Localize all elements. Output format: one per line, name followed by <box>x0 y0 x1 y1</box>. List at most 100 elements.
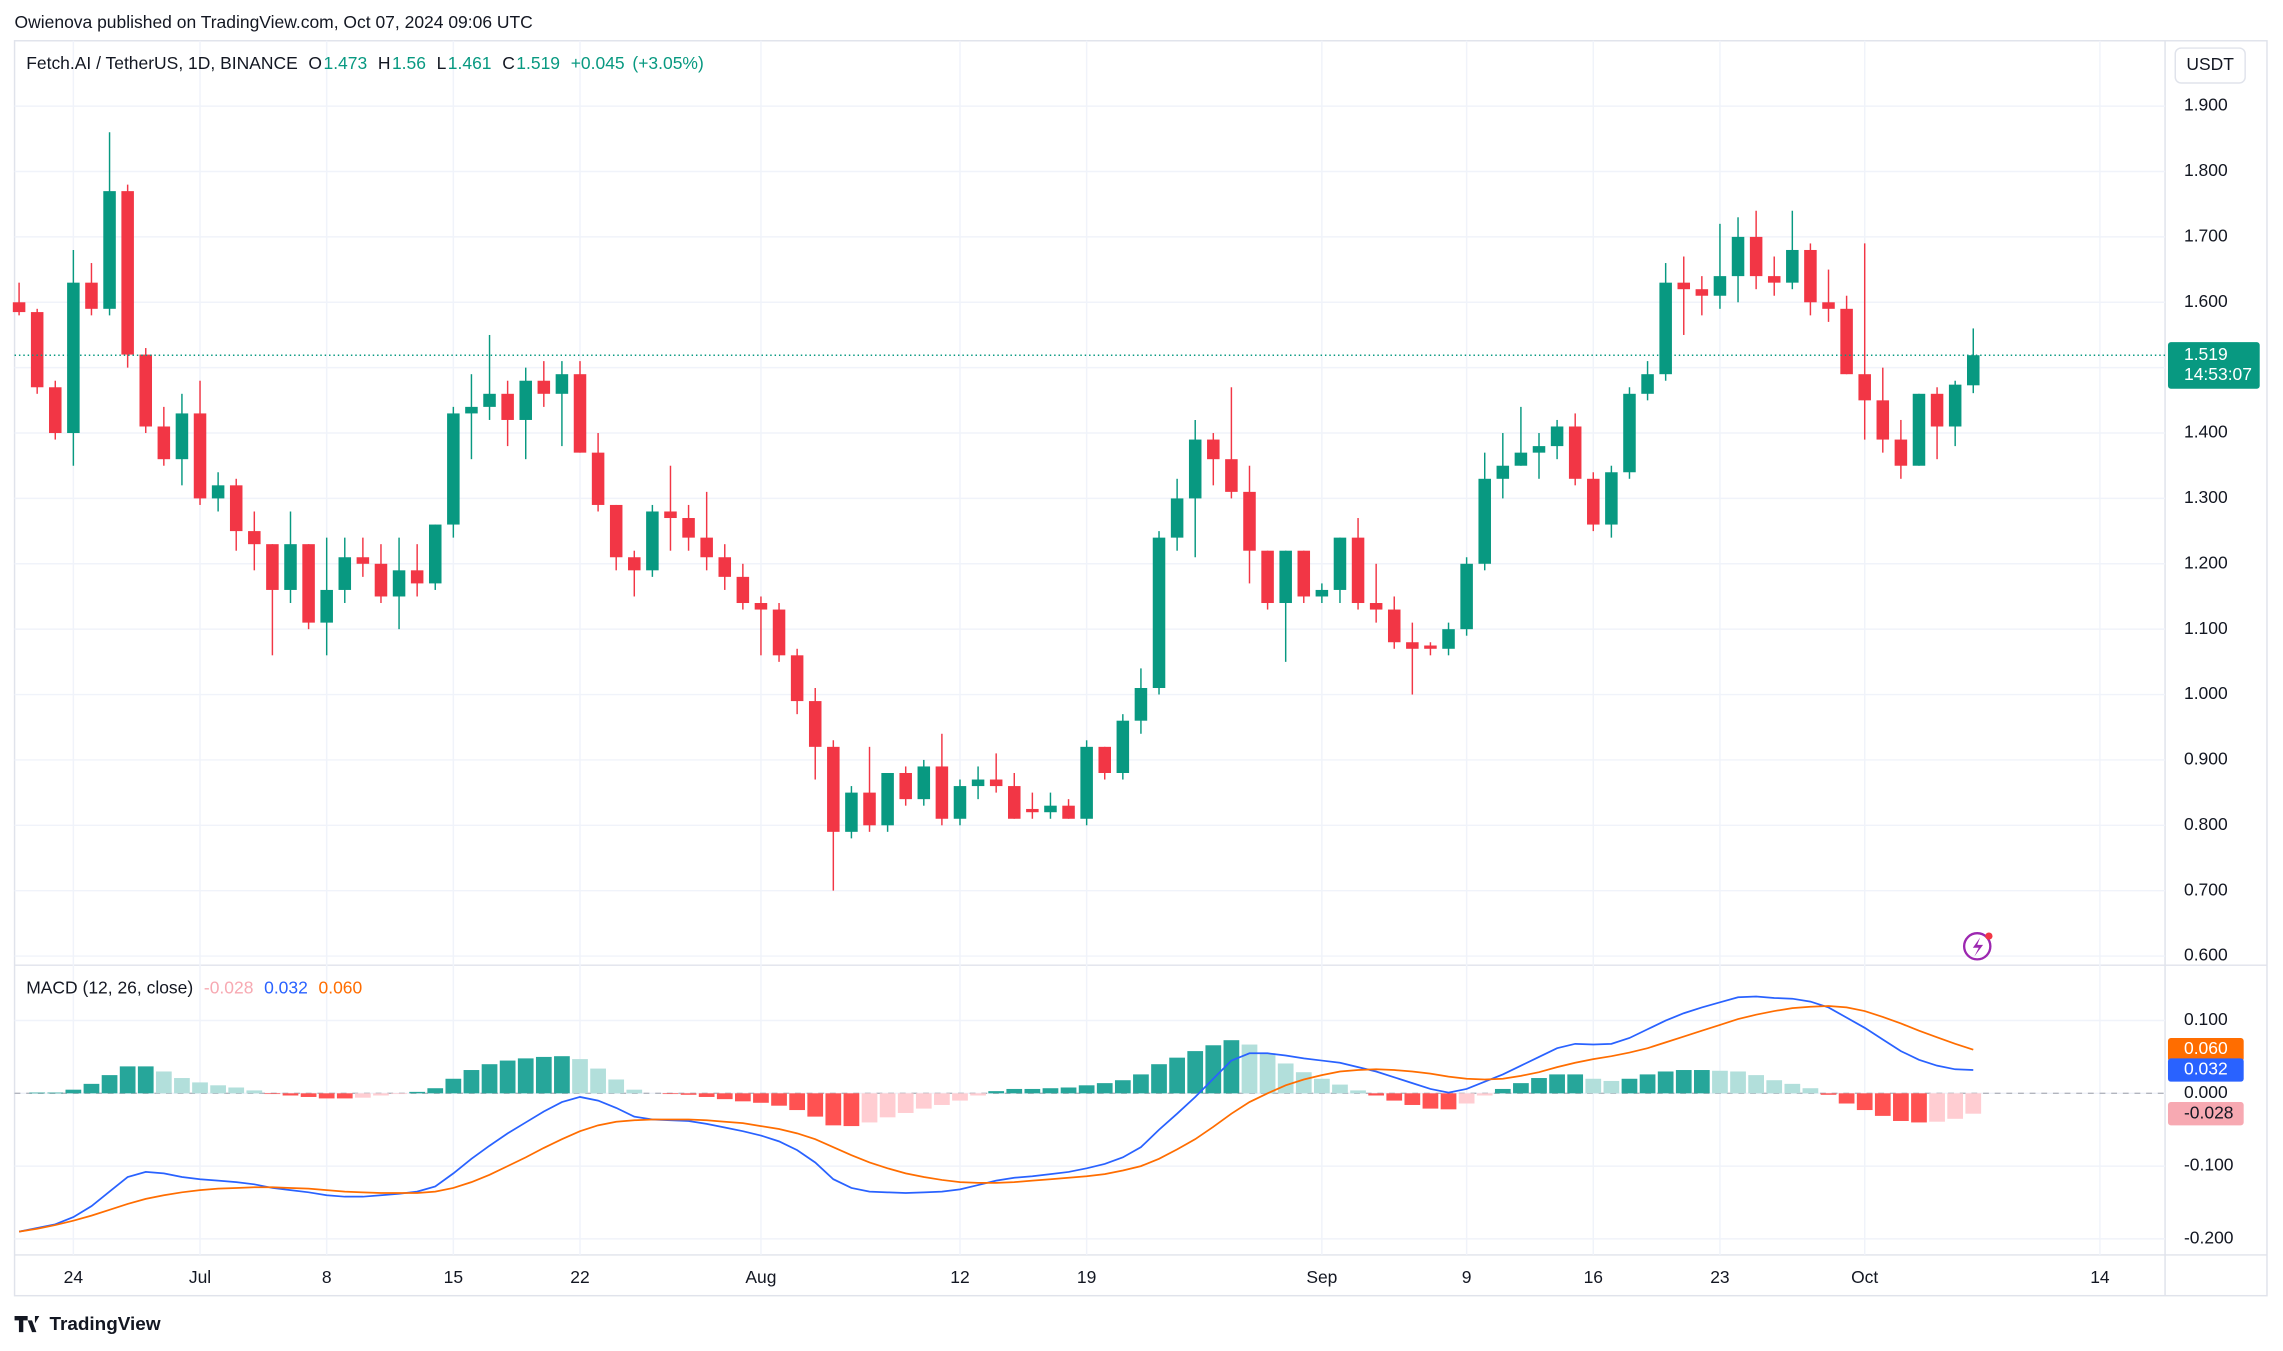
x-tick-label: 23 <box>1710 1267 1729 1287</box>
candle-body <box>1767 276 1781 283</box>
histogram-bar <box>391 1093 407 1095</box>
candle-body <box>374 563 388 597</box>
currency-button[interactable] <box>2174 47 2246 84</box>
histogram-bar <box>590 1068 606 1094</box>
candle-body <box>410 570 424 584</box>
brand-logo <box>14 1316 40 1333</box>
candle-body <box>338 557 352 590</box>
x-tick-label: Sep <box>1306 1267 1337 1287</box>
candle-body <box>1261 550 1274 604</box>
candle-body <box>1749 236 1763 277</box>
alert-dot[interactable] <box>1985 932 1993 940</box>
candle-body <box>356 557 370 564</box>
candle-body <box>664 511 677 519</box>
y-tick-label: 1.200 <box>2184 552 2228 572</box>
histogram-bar <box>1422 1093 1439 1109</box>
histogram-bar <box>517 1058 534 1094</box>
histogram-bar <box>1314 1078 1330 1094</box>
candle-body <box>1948 384 1962 427</box>
signal-value-box-label: 0.060 <box>2184 1038 2228 1058</box>
x-tick-label: Jul <box>189 1267 211 1287</box>
candle-body <box>1062 805 1075 819</box>
histogram-bar <box>1585 1078 1602 1094</box>
brand-name: TradingView <box>50 1314 161 1335</box>
candle-body <box>1858 374 1871 401</box>
macd-line <box>18 995 1974 1233</box>
histogram-bar <box>1639 1074 1656 1094</box>
histogram-bar <box>1404 1093 1421 1105</box>
histogram-bar <box>409 1091 426 1094</box>
histogram-bar <box>1929 1093 1945 1122</box>
legend-label: L <box>437 53 447 73</box>
candle-body <box>1478 478 1491 564</box>
candle-body <box>1424 645 1437 649</box>
candle-body <box>12 302 26 313</box>
histogram-bar <box>463 1070 480 1094</box>
last-price-label: 1.519 <box>2184 344 2228 364</box>
candle-body <box>211 485 225 499</box>
histogram-bar <box>1856 1093 1873 1111</box>
candle-body <box>1713 276 1727 296</box>
candle-body <box>1044 805 1057 813</box>
y-tick-label: 0.800 <box>2184 814 2228 834</box>
x-tick-label: Aug <box>745 1267 776 1287</box>
histogram-bar <box>626 1089 643 1094</box>
currency-label[interactable]: USDT <box>2186 54 2234 74</box>
histogram-bar <box>1078 1085 1095 1094</box>
histogram-bar <box>1603 1080 1620 1094</box>
histogram-bar <box>47 1092 64 1094</box>
y-tick-label: 0.100 <box>2184 1009 2228 1029</box>
histogram-bar <box>1657 1071 1674 1094</box>
candle-body <box>1912 393 1926 466</box>
histogram-bar <box>734 1093 751 1102</box>
legend-close: 1.519 <box>516 53 560 73</box>
histogram-bar <box>29 1092 46 1094</box>
candle-body <box>827 746 840 832</box>
histogram-bar <box>1169 1057 1185 1094</box>
histogram-bar <box>300 1093 317 1097</box>
histogram-bar <box>572 1059 588 1094</box>
alert-ring[interactable] <box>1962 932 1992 961</box>
y-tick-label: 1.800 <box>2184 160 2228 180</box>
candle-body <box>157 426 171 460</box>
histogram-bar <box>1494 1088 1511 1094</box>
histogram-bar <box>1567 1074 1584 1094</box>
candle-body <box>1406 642 1419 649</box>
histogram-bar <box>1114 1080 1131 1094</box>
candle-body <box>1894 439 1908 466</box>
histogram-bar <box>1205 1045 1222 1094</box>
candle-body <box>1822 302 1835 309</box>
candle-body <box>392 570 406 597</box>
candle-body <box>989 779 1003 787</box>
candle-body <box>320 589 333 623</box>
histogram-bar <box>1024 1088 1041 1094</box>
histogram-bar <box>934 1093 950 1105</box>
candle-body <box>1496 465 1510 479</box>
publisher-line: Owienova published on TradingView.com, O… <box>15 12 533 32</box>
alert-bolt[interactable] <box>1972 937 1984 957</box>
candle-body <box>935 766 949 819</box>
histogram-bar <box>608 1079 625 1094</box>
candle-body <box>1243 491 1256 551</box>
candle-body <box>1840 308 1853 375</box>
candle-body <box>1080 746 1093 819</box>
candle-body <box>1568 426 1582 479</box>
candle-body <box>175 413 189 460</box>
candle-body <box>1351 537 1365 604</box>
candle-body <box>790 655 804 702</box>
histogram-bar <box>1766 1080 1783 1094</box>
candle-body <box>845 792 858 832</box>
y-tick-label: -0.100 <box>2184 1155 2234 1175</box>
candle-body <box>1152 537 1166 689</box>
y-tick-label: 1.400 <box>2184 422 2228 442</box>
histogram-bar <box>716 1093 733 1100</box>
candle-body <box>754 603 768 610</box>
histogram-bar <box>1223 1040 1240 1094</box>
candle-body <box>1623 393 1636 473</box>
candle-body <box>1605 472 1618 525</box>
legend-label: C <box>502 53 515 73</box>
legend-high: 1.56 <box>392 53 426 73</box>
alert-icon[interactable] <box>1962 932 1993 961</box>
histogram-bar <box>119 1066 136 1094</box>
signal-value-box <box>2167 1037 2244 1062</box>
